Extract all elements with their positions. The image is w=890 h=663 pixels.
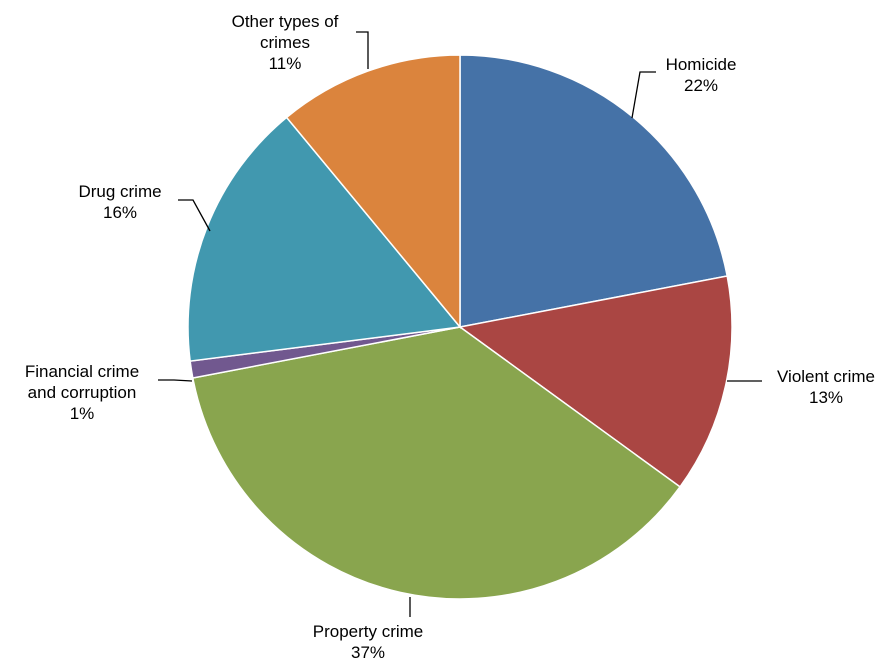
slice-value-label: 22% — [684, 76, 718, 95]
leader-line — [356, 31, 369, 69]
leader-lines — [158, 31, 762, 617]
pie-slice-violent-crime — [458, 275, 733, 488]
slice-name-label: Drug crime — [78, 182, 161, 201]
slice-label: Drug crime 16% — [78, 182, 161, 222]
slice-label: Property crime 37% — [313, 622, 424, 662]
leader-line — [178, 199, 211, 232]
leader-line — [631, 71, 656, 119]
slice-value-label: 11% — [269, 54, 302, 73]
pie-slice-homicide — [459, 54, 729, 328]
slice-name-label: Other types of — [232, 12, 339, 31]
slice-value-label: 1% — [70, 404, 95, 423]
slice-label: Financial crime and corruption 1% — [25, 362, 139, 423]
slice-label: Homicide 22% — [666, 55, 737, 95]
slice-label: Violent crime 13% — [777, 367, 875, 407]
slice-name-label: Violent crime — [777, 367, 875, 386]
slice-name-label: Property crime — [313, 622, 424, 641]
pie-slice-property-crime — [191, 326, 682, 600]
slice-value-label: 13% — [809, 388, 843, 407]
slice-name-label: and corruption — [28, 383, 137, 402]
slice-value-label: 16% — [103, 203, 137, 222]
slice-name-label: Financial crime — [25, 362, 139, 381]
leader-line — [158, 379, 193, 382]
slice-labels: Homicide 22% Violent crime 13% Property crim… — [25, 12, 875, 662]
pie-slices — [187, 54, 733, 600]
slice-label: Other types of crimes 11% — [232, 12, 339, 73]
slice-name-label: Homicide — [666, 55, 737, 74]
slice-value-label: 37% — [351, 643, 385, 662]
slice-name-label: crimes — [260, 33, 310, 52]
pie-slice-other-types-of-crimes — [285, 54, 461, 330]
